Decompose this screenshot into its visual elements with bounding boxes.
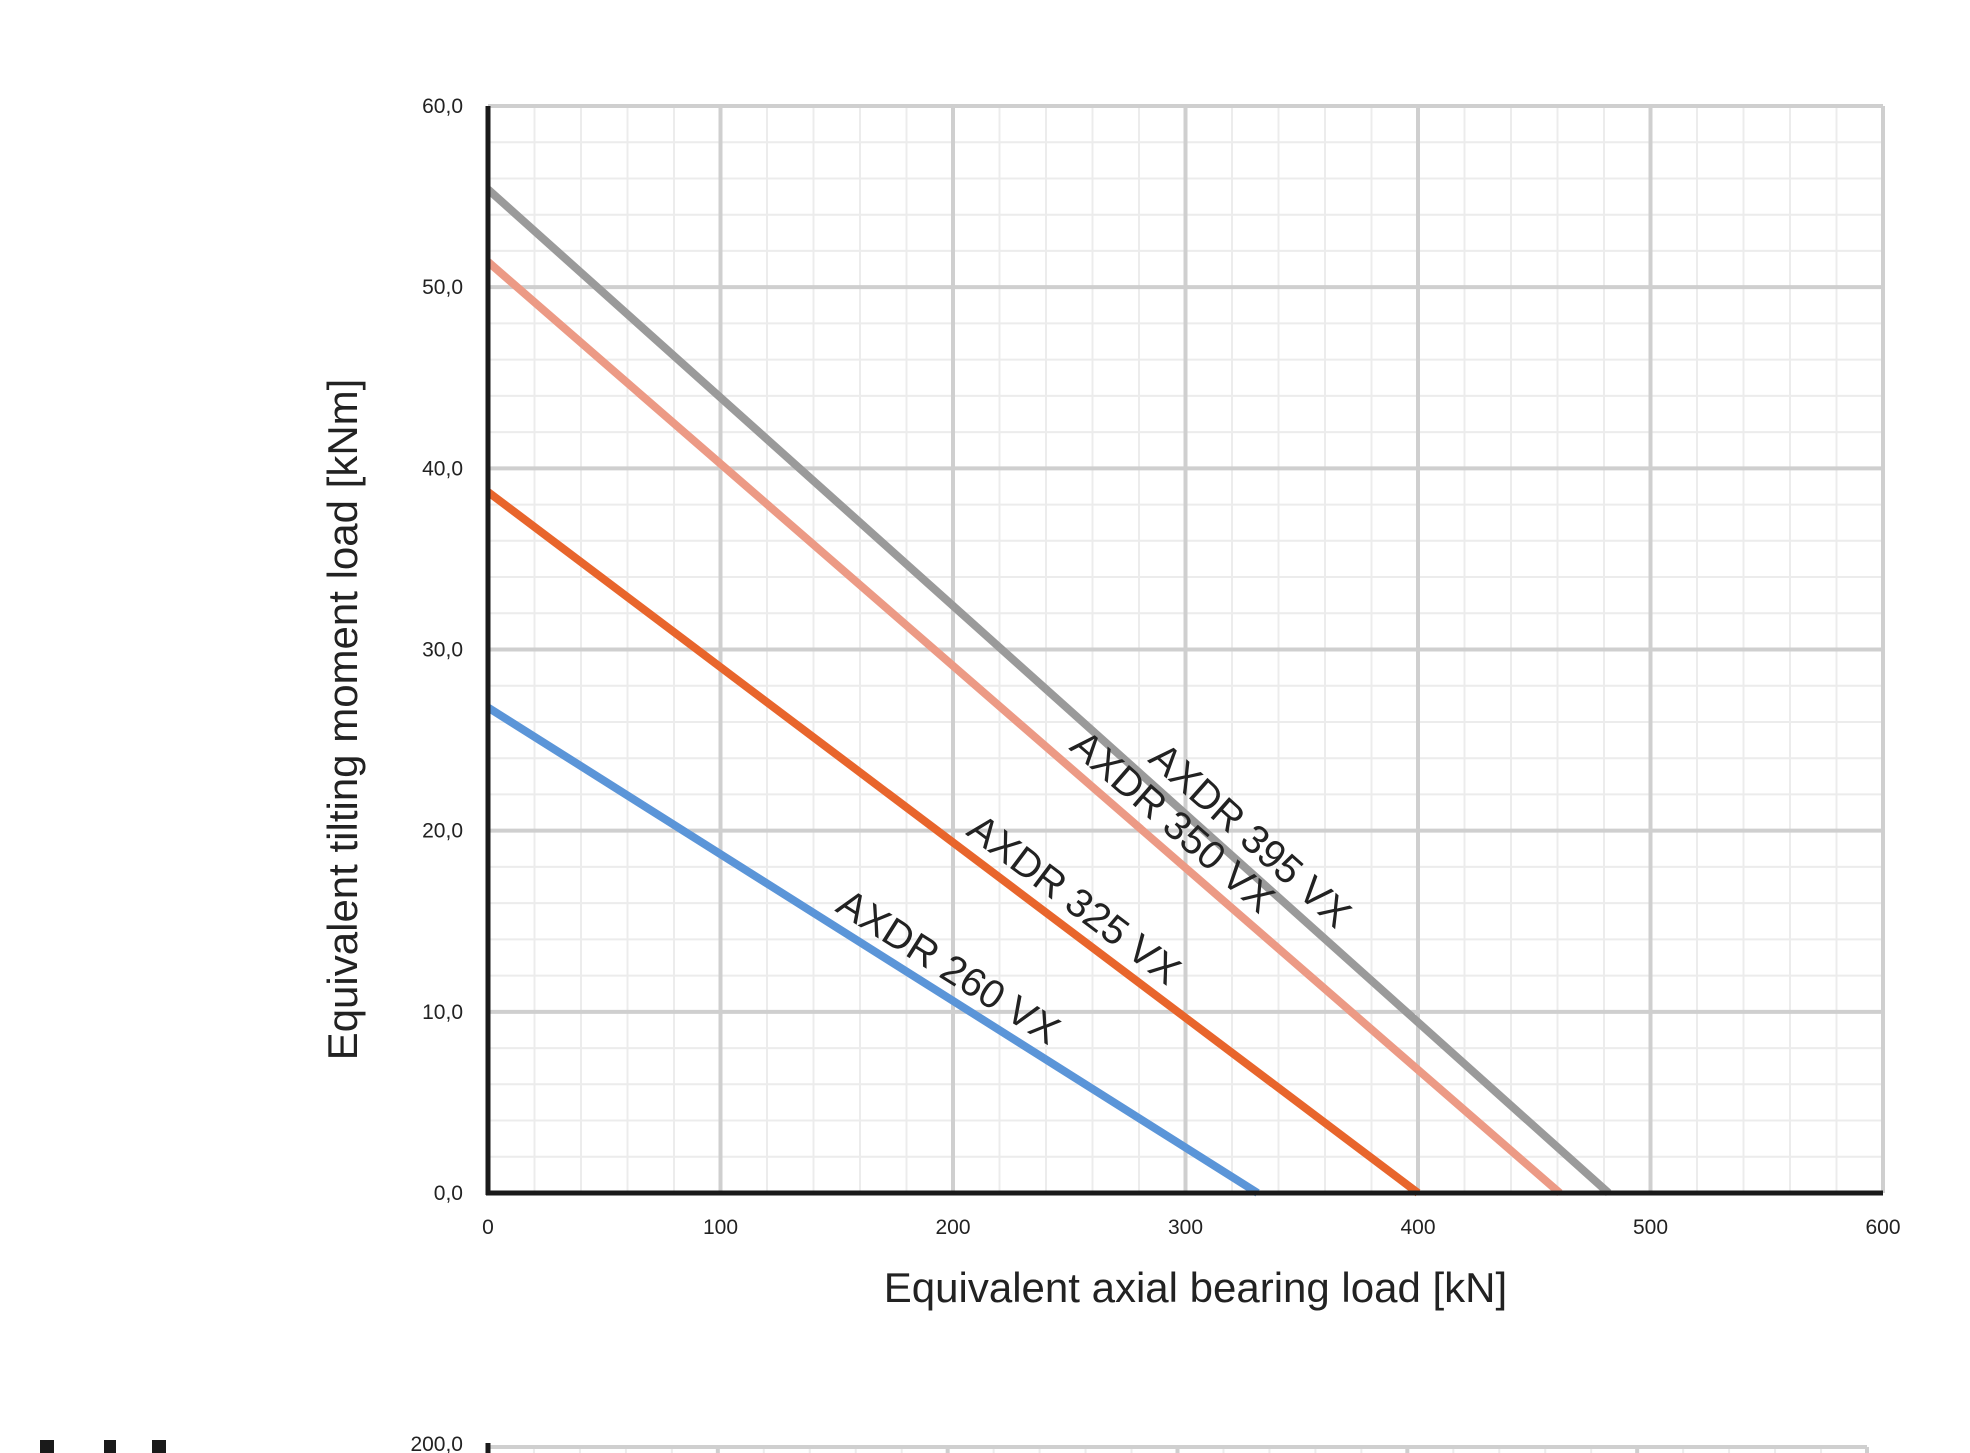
series-line-axdr-260-vx <box>485 704 1260 1197</box>
y-tick-label: 40,0 <box>422 457 463 480</box>
x-tick-label: 500 <box>1633 1216 1668 1239</box>
series-line-axdr-325-vx <box>485 488 1421 1197</box>
y-tick-label: 20,0 <box>422 820 463 843</box>
y-axis-title: Equivalent tilting moment load [kNm] <box>319 379 366 1061</box>
series-line-axdr-350-vx <box>485 258 1563 1197</box>
second-chart-y-tick-label: 200,0 <box>410 1433 463 1453</box>
y-tick-label: 30,0 <box>422 639 463 662</box>
y-tick-labels: 0,0 10,0 20,0 30,0 40,0 50,0 60,0 <box>422 95 463 1205</box>
main-chart: 0 100 200 300 400 500 600 0,0 10,0 20,0 30,0 40,0 5… <box>319 95 1901 1311</box>
x-tick-label: 400 <box>1400 1216 1435 1239</box>
x-tick-label: 300 <box>1168 1216 1203 1239</box>
x-axis-title: Equivalent axial bearing load [kN] <box>884 1264 1507 1311</box>
second-chart-partial: 200,0 <box>410 1433 1869 1453</box>
series-lines <box>485 186 1612 1197</box>
heading-fragment <box>40 1440 54 1453</box>
y-tick-label: 50,0 <box>422 276 463 299</box>
heading-fragment <box>104 1440 116 1453</box>
y-tick-label: 10,0 <box>422 1001 463 1024</box>
x-tick-label: 600 <box>1865 1216 1900 1239</box>
x-tick-label: 100 <box>703 1216 738 1239</box>
series-line-axdr-395-vx <box>485 186 1612 1196</box>
y-tick-label: 0,0 <box>434 1182 463 1205</box>
x-tick-label: 0 <box>482 1216 494 1239</box>
x-tick-labels: 0 100 200 300 400 500 600 <box>482 1216 1900 1239</box>
cut-off-heading <box>40 1440 166 1453</box>
y-tick-label: 60,0 <box>422 95 463 118</box>
x-tick-label: 200 <box>935 1216 970 1239</box>
axes <box>485 106 1883 1196</box>
heading-fragment <box>152 1440 166 1453</box>
